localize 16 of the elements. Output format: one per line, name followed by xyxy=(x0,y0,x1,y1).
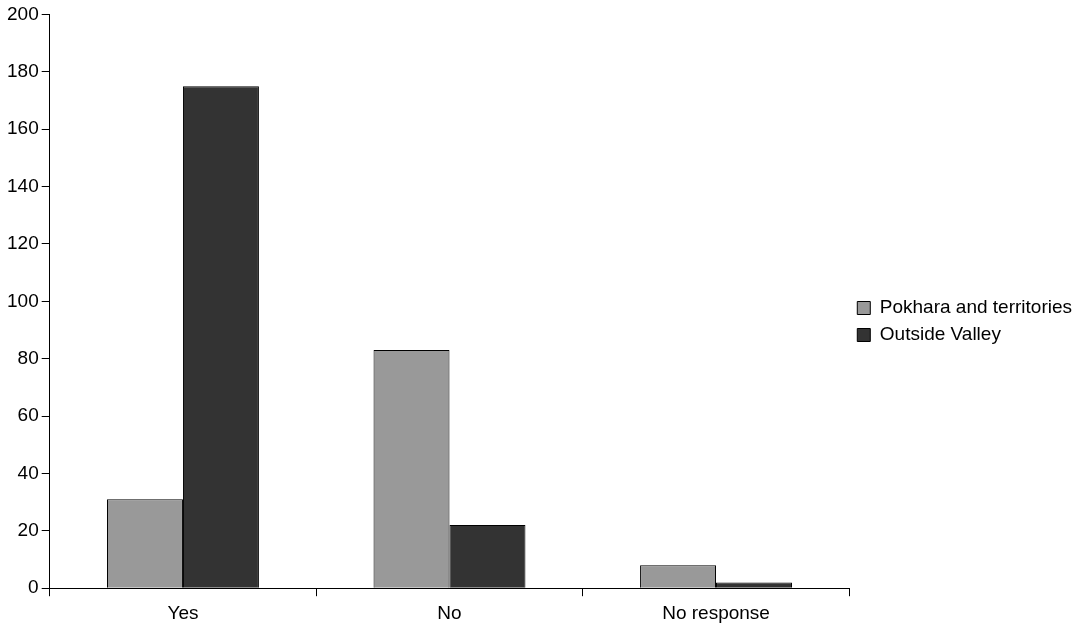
y-tick-label: 120 xyxy=(7,232,39,254)
y-tick-label: 80 xyxy=(17,346,39,368)
y-tick-label: 0 xyxy=(28,576,39,598)
x-tick-label: No response xyxy=(662,601,770,623)
y-tick-label: 100 xyxy=(7,289,39,311)
y-tick-label: 180 xyxy=(7,60,39,82)
y-tick-label: 60 xyxy=(17,404,39,426)
y-tick-label: 140 xyxy=(7,174,39,196)
x-tick-label: No xyxy=(437,601,462,623)
legend-label: Outside Valley xyxy=(879,323,1002,345)
x-tick-label: Yes xyxy=(167,601,199,623)
y-tick-label: 40 xyxy=(17,461,39,483)
legend-label: Pokhara and territories xyxy=(879,296,1073,318)
y-tick-label: 200 xyxy=(7,2,39,24)
y-tick-label: 20 xyxy=(17,519,39,541)
y-tick-label: 160 xyxy=(7,117,39,139)
